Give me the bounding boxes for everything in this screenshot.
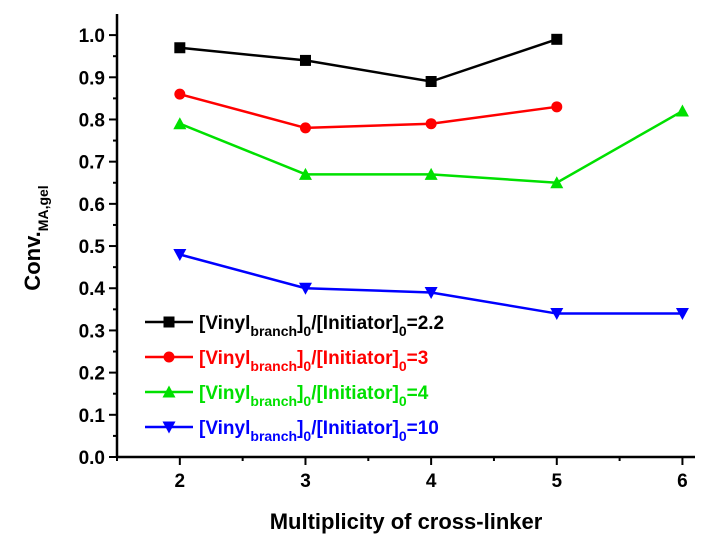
legend-marker bbox=[162, 421, 176, 434]
y-axis-title-main: Conv. bbox=[20, 231, 45, 290]
legend-label-part: 0 bbox=[399, 358, 407, 374]
legend-label-part: =4 bbox=[407, 383, 429, 404]
legend-label-part: ] bbox=[297, 383, 303, 404]
legend-label-part: 0 bbox=[303, 358, 311, 374]
legend-label-part: branch bbox=[250, 393, 297, 409]
x-tick-label: 6 bbox=[677, 471, 688, 492]
x-tick-label: 3 bbox=[300, 471, 311, 492]
legend-marker bbox=[163, 351, 175, 363]
series-4 bbox=[173, 248, 689, 321]
legend-label-part: ] bbox=[297, 418, 303, 439]
legend-label: [Vinylbranch]0/[Initiator]0=10 bbox=[199, 418, 439, 444]
y-axis-title-sub: MA,gel bbox=[35, 185, 51, 231]
data-point bbox=[675, 308, 689, 321]
legend-label: [Vinylbranch]0/[Initiator]0=3 bbox=[199, 348, 428, 374]
data-point bbox=[299, 122, 311, 134]
x-axis-title: Multiplicity of cross-linker bbox=[270, 509, 543, 534]
legend-label-part: 0 bbox=[399, 323, 407, 339]
series-line bbox=[179, 253, 683, 315]
data-point bbox=[298, 282, 312, 295]
legend: [Vinylbranch]0/[Initiator]0=2.2[Vinylbra… bbox=[145, 313, 444, 444]
data-point bbox=[173, 248, 187, 261]
legend-label-part: /[Initiator] bbox=[311, 383, 399, 404]
data-point bbox=[174, 42, 186, 54]
legend-entry-3: [Vinylbranch]0/[Initiator]0=4 bbox=[145, 383, 429, 409]
y-tick-label: 0.3 bbox=[79, 321, 105, 342]
legend-label-part: =2.2 bbox=[407, 313, 445, 334]
legend-label-part: ] bbox=[297, 313, 303, 334]
legend-label-part: [Vinyl bbox=[199, 418, 250, 439]
x-tick-label: 2 bbox=[175, 471, 186, 492]
series-1 bbox=[174, 33, 563, 88]
data-point bbox=[174, 88, 186, 100]
y-axis-title: Conv.MA,gel bbox=[20, 185, 51, 290]
legend-marker bbox=[162, 385, 176, 398]
legend-label-part: /[Initiator] bbox=[311, 418, 399, 439]
y-tick-label: 0.7 bbox=[79, 153, 105, 174]
y-tick-label: 0.9 bbox=[79, 68, 105, 89]
y-tick-label: 0.6 bbox=[79, 195, 105, 216]
legend-label-part: branch bbox=[250, 428, 297, 444]
data-point bbox=[298, 167, 312, 180]
legend-label-part: branch bbox=[250, 323, 297, 339]
series-line bbox=[179, 92, 557, 130]
data-point bbox=[173, 117, 187, 130]
y-tick-label: 0.0 bbox=[79, 448, 105, 469]
legend-label-part: /[Initiator] bbox=[311, 348, 399, 369]
axes: 0.0 0.1 0.2 0.3 0.4 0.5 0.6 0.7 0.8 0.9 1.0 2 3 4 5 6 bbox=[79, 14, 695, 492]
data-point bbox=[550, 176, 564, 189]
legend-entry-2: [Vinylbranch]0/[Initiator]0=3 bbox=[145, 348, 428, 374]
data-point bbox=[675, 104, 689, 117]
legend-label-part: 0 bbox=[303, 323, 311, 339]
legend-label-part: branch bbox=[250, 358, 297, 374]
data-point bbox=[551, 101, 563, 113]
legend-label-part: 0 bbox=[303, 393, 311, 409]
legend-entry-4: [Vinylbranch]0/[Initiator]0=10 bbox=[145, 418, 439, 444]
legend-label-part: 0 bbox=[399, 393, 407, 409]
legend-label: [Vinylbranch]0/[Initiator]0=4 bbox=[199, 383, 429, 409]
legend-marker bbox=[163, 316, 175, 328]
data-point bbox=[425, 76, 437, 88]
series-line bbox=[179, 38, 558, 83]
series-2 bbox=[174, 88, 563, 134]
y-tick-label: 0.5 bbox=[79, 237, 106, 258]
legend-label-part: ] bbox=[297, 348, 303, 369]
legend-label-part: =3 bbox=[407, 348, 429, 369]
data-point bbox=[424, 286, 438, 299]
series-3 bbox=[173, 104, 689, 189]
legend-label-part: [Vinyl bbox=[199, 348, 250, 369]
data-point bbox=[551, 33, 563, 45]
plot-series bbox=[173, 33, 689, 321]
legend-label-part: 0 bbox=[303, 428, 311, 444]
legend-label-part: [Vinyl bbox=[199, 383, 250, 404]
y-tick-label: 0.1 bbox=[79, 406, 106, 427]
y-tick-label: 1.0 bbox=[79, 26, 105, 47]
legend-label-part: [Vinyl bbox=[199, 313, 250, 334]
x-tick-label: 4 bbox=[426, 471, 437, 492]
legend-label-part: /[Initiator] bbox=[311, 313, 399, 334]
y-tick-label: 0.8 bbox=[79, 110, 105, 131]
data-point bbox=[425, 118, 437, 130]
data-point bbox=[424, 167, 438, 180]
data-point bbox=[550, 308, 564, 321]
legend-label: [Vinylbranch]0/[Initiator]0=2.2 bbox=[199, 313, 444, 339]
data-point bbox=[299, 54, 311, 66]
y-tick-label: 0.2 bbox=[79, 364, 105, 385]
legend-label-part: 0 bbox=[399, 428, 407, 444]
x-tick-label: 5 bbox=[551, 471, 562, 492]
legend-entry-1: [Vinylbranch]0/[Initiator]0=2.2 bbox=[145, 313, 444, 339]
y-tick-label: 0.4 bbox=[79, 279, 106, 300]
legend-label-part: =10 bbox=[407, 418, 439, 439]
